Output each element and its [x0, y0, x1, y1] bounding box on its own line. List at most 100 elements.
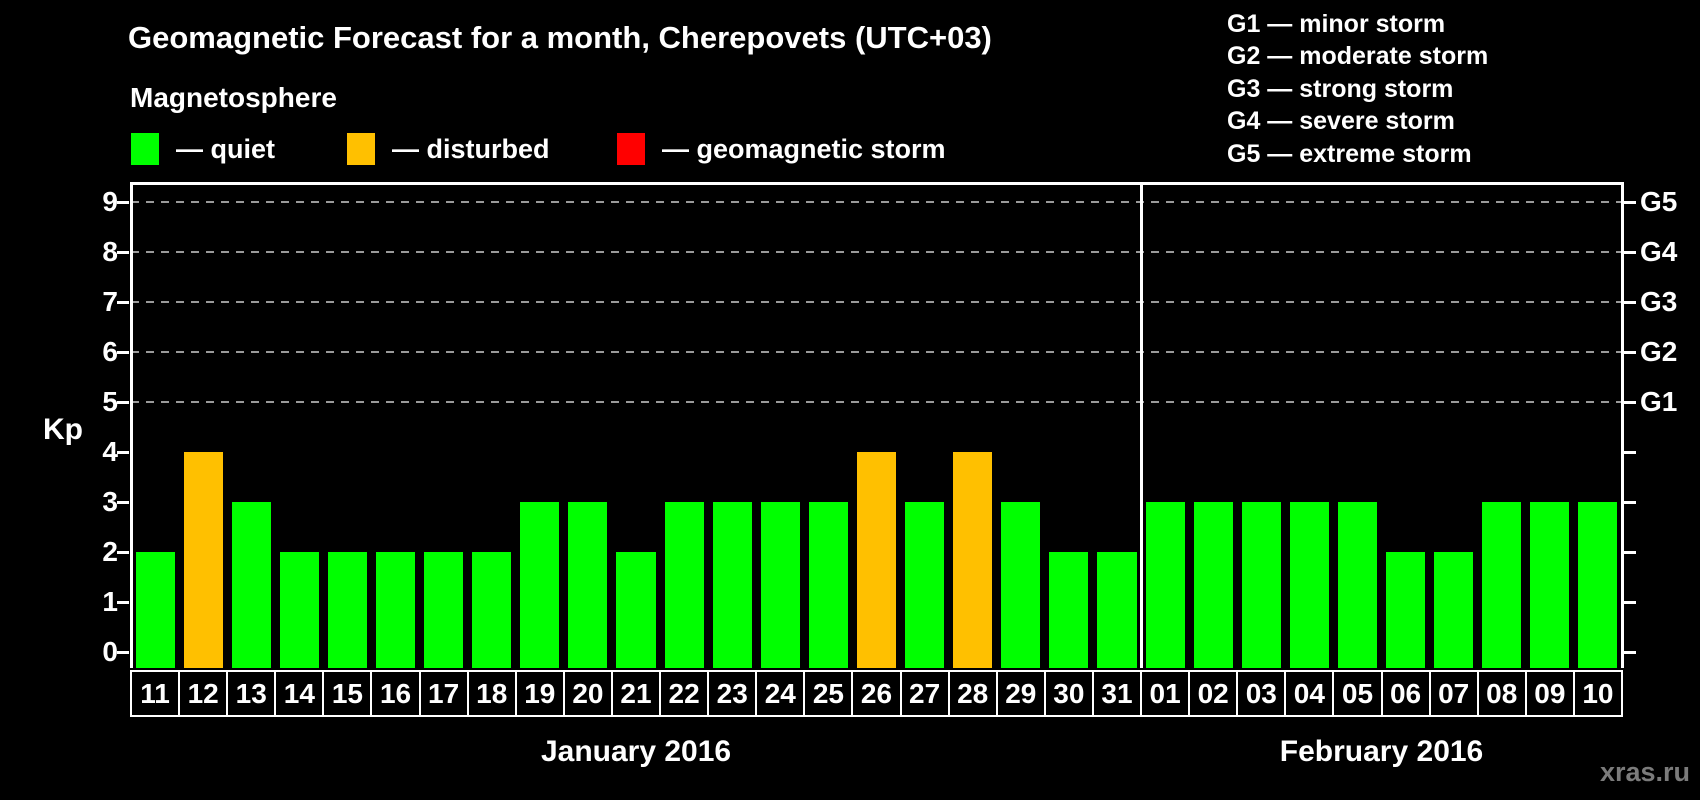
day-label-cell: 10 — [1572, 670, 1623, 717]
kp-bar-day-14 — [279, 552, 319, 668]
kp-bar-day-04 — [1289, 502, 1329, 668]
legend-item-label: — quiet — [176, 133, 275, 164]
storm-legend-line: G3 — strong storm — [1227, 74, 1454, 103]
day-label-cell: 25 — [803, 670, 854, 717]
left-axis-tick — [117, 650, 129, 654]
legend-swatch-quiet — [131, 133, 159, 165]
day-label-cell: 21 — [610, 670, 662, 717]
kp-bar-day-03 — [1241, 502, 1281, 668]
legend-item: — geomagnetic storm — [617, 133, 946, 165]
ytick-label: 4 — [102, 436, 118, 467]
left-axis-tick — [117, 350, 129, 354]
right-axis-tick — [1624, 300, 1636, 304]
storm-legend-line: G4 — severe storm — [1227, 107, 1455, 136]
month-separator — [1140, 183, 1143, 668]
day-label-cell: 01 — [1140, 670, 1191, 717]
legend-item: — quiet — [131, 133, 275, 165]
kp-bar-day-15 — [327, 552, 367, 668]
plot-top-border — [129, 181, 1624, 185]
day-label-cell: 11 — [130, 670, 181, 717]
g-scale-label-g2: G2 — [1640, 336, 1678, 367]
right-axis-tick — [1624, 200, 1636, 204]
gridline-kp5 — [131, 401, 1622, 403]
kp-bar-day-29 — [1001, 502, 1041, 668]
month-label: January 2016 — [540, 735, 732, 768]
left-axis-tick — [117, 600, 129, 604]
kp-bar-day-31 — [1097, 552, 1137, 668]
y-axis-title: Kp — [43, 413, 83, 446]
kp-bar-day-13 — [231, 502, 271, 668]
day-label-cell: 02 — [1188, 670, 1239, 717]
day-label-cell: 28 — [947, 670, 998, 717]
ytick-label: 9 — [102, 186, 118, 217]
storm-legend-line: G5 — extreme storm — [1227, 139, 1472, 168]
watermark: xras.ru — [1599, 757, 1690, 787]
kp-bar-day-23 — [712, 502, 752, 668]
left-axis-tick — [117, 450, 129, 454]
day-label-cell: 14 — [274, 670, 325, 717]
left-axis-tick — [117, 250, 129, 254]
day-label-cell: 29 — [995, 670, 1046, 717]
left-axis-tick — [117, 400, 129, 404]
day-label-cell: 30 — [1043, 670, 1094, 717]
right-axis-tick — [1624, 250, 1636, 254]
day-label-cell: 26 — [851, 670, 902, 717]
month-label: February 2016 — [1279, 735, 1484, 768]
kp-bar-day-07 — [1434, 552, 1474, 668]
legend-swatch-disturbed — [347, 133, 375, 165]
day-label-cell: 06 — [1380, 670, 1431, 717]
legend-swatch-storm — [617, 133, 645, 165]
right-axis-tick — [1624, 500, 1636, 504]
legend-item-label: — disturbed — [392, 133, 550, 164]
kp-bar-day-21 — [616, 552, 656, 668]
gridline-kp9 — [131, 201, 1622, 203]
kp-bar-day-02 — [1193, 502, 1233, 668]
day-label-cell: 19 — [514, 670, 565, 717]
kp-bar-day-16 — [375, 552, 416, 668]
right-axis-tick — [1624, 650, 1636, 654]
kp-bar-day-01 — [1145, 502, 1185, 668]
day-label-cell: 27 — [899, 670, 950, 717]
kp-bar-day-12 — [183, 452, 223, 668]
storm-scale-legend: G1 — minor storm G2 — moderate storm G3 — … — [1227, 8, 1488, 170]
kp-bar-day-30 — [1049, 552, 1089, 668]
right-axis — [1620, 181, 1624, 668]
day-label-cell: 08 — [1476, 670, 1527, 717]
kp-bar-day-08 — [1482, 502, 1522, 668]
day-label-cell: 18 — [466, 670, 517, 717]
right-axis-tick — [1624, 400, 1636, 404]
day-label-cell: 20 — [562, 670, 613, 717]
day-label-cell: 04 — [1284, 670, 1335, 717]
day-label-cell: 17 — [418, 670, 469, 717]
kp-bar-day-27 — [905, 502, 945, 668]
day-label-cell: 16 — [370, 670, 421, 717]
right-axis-tick — [1624, 450, 1636, 454]
kp-bar-day-11 — [135, 552, 175, 668]
day-label-cell: 12 — [178, 670, 229, 717]
left-axis — [129, 181, 133, 668]
page-title: Geomagnetic Forecast for a month, Cherep… — [128, 20, 992, 55]
kp-bar-day-19 — [520, 502, 560, 668]
day-label-cell: 13 — [226, 670, 277, 717]
kp-bar-day-24 — [760, 502, 800, 668]
day-label-cell: 09 — [1524, 670, 1575, 717]
ytick-label: 5 — [102, 386, 118, 417]
right-axis-tick — [1624, 550, 1636, 554]
day-label-cell: 03 — [1236, 670, 1287, 717]
left-axis-tick — [117, 200, 129, 204]
ytick-label: 3 — [102, 486, 118, 517]
kp-bar-day-20 — [568, 502, 608, 668]
ytick-label: 1 — [102, 586, 118, 617]
left-axis-tick — [117, 550, 129, 554]
kp-bar-day-17 — [424, 552, 464, 668]
g-scale-label-g4: G4 — [1640, 236, 1678, 267]
gridline-kp8 — [131, 251, 1622, 253]
magnetosphere-subtitle: Magnetosphere — [130, 82, 337, 113]
kp-bar-day-10 — [1578, 502, 1618, 668]
day-label-cell: 22 — [659, 670, 710, 717]
gridline-kp7 — [131, 301, 1622, 303]
storm-legend-line: G2 — moderate storm — [1227, 42, 1489, 71]
kp-bar-day-06 — [1386, 552, 1426, 668]
ytick-label: 7 — [102, 286, 118, 317]
